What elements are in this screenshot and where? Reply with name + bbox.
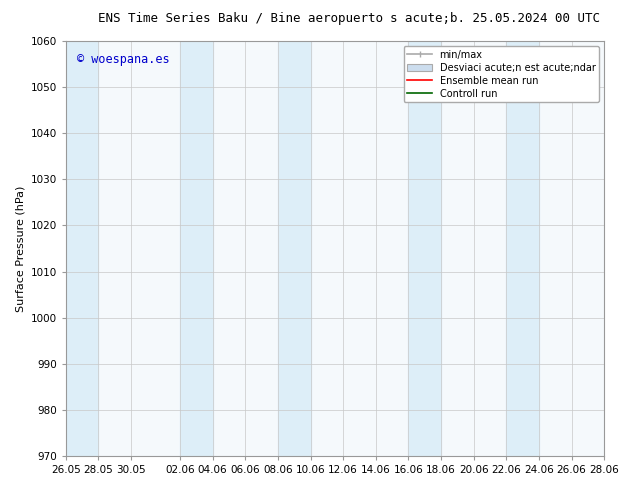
Y-axis label: Surface Pressure (hPa): Surface Pressure (hPa) bbox=[15, 185, 25, 312]
Text: s acute;b. 25.05.2024 00 UTC: s acute;b. 25.05.2024 00 UTC bbox=[389, 12, 600, 25]
Bar bbox=[180, 41, 212, 456]
Bar bbox=[66, 41, 98, 456]
Text: © woespana.es: © woespana.es bbox=[77, 53, 169, 67]
Bar bbox=[507, 41, 539, 456]
Text: ENS Time Series Baku / Bine aeropuerto: ENS Time Series Baku / Bine aeropuerto bbox=[98, 12, 384, 25]
Bar bbox=[408, 41, 441, 456]
Legend: min/max, Desviaci acute;n est acute;ndar, Ensemble mean run, Controll run: min/max, Desviaci acute;n est acute;ndar… bbox=[403, 46, 599, 102]
Bar bbox=[278, 41, 311, 456]
